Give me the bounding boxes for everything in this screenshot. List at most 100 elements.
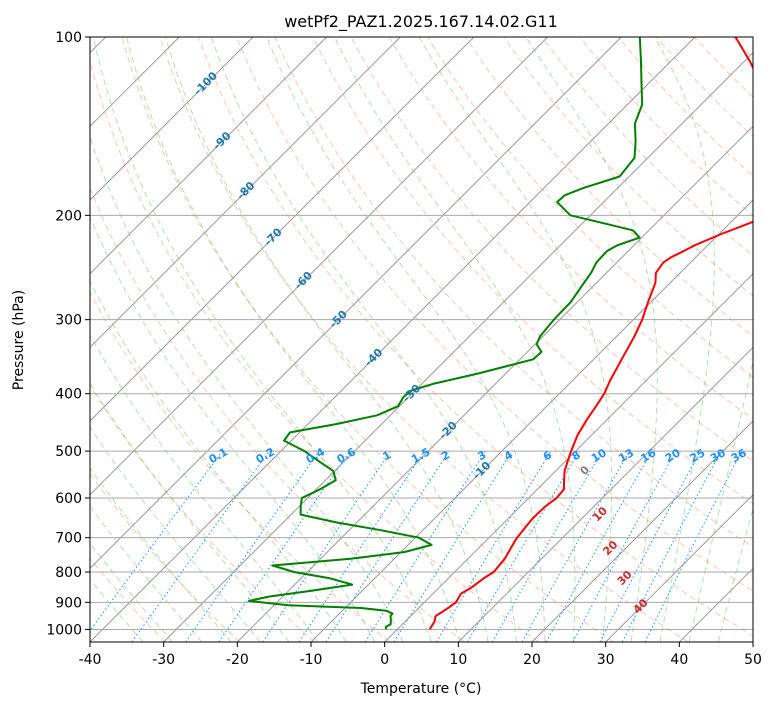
isotherm-line xyxy=(90,37,328,275)
mixing-ratio-label: 0.4 xyxy=(304,445,328,466)
moist-adiabat xyxy=(90,334,319,642)
mixing-ratio-label: 1.5 xyxy=(409,445,432,466)
isobar-grid xyxy=(90,37,753,630)
moist-adiabat xyxy=(717,506,753,642)
dry-adiabat xyxy=(541,37,753,257)
moist-adiabat xyxy=(90,542,173,642)
y-tick-label: 500 xyxy=(55,444,82,460)
mixing-ratio-label: 10 xyxy=(589,446,609,465)
x-tick-label: 30 xyxy=(597,652,615,668)
mixing-ratio-line xyxy=(218,450,351,642)
isotherm-line xyxy=(605,493,753,642)
x-tick-label: -30 xyxy=(152,652,175,668)
mixing-ratio-line xyxy=(298,450,425,642)
chart-title: wetPf2_PAZ1.2025.167.14.02.G11 xyxy=(284,12,558,32)
y-tick-label: 700 xyxy=(55,531,82,547)
dry-adiabat xyxy=(121,37,614,642)
moist-adiabat xyxy=(90,578,144,642)
isotherm-line xyxy=(163,51,753,642)
isotherm-line xyxy=(90,37,549,496)
dry-adiabat xyxy=(236,37,753,592)
isotherm-line xyxy=(752,641,753,642)
mixing-ratio-label: 3 xyxy=(475,448,488,463)
moist-adiabat xyxy=(90,467,232,642)
isotherm-line xyxy=(236,125,753,642)
y-tick-label: 600 xyxy=(55,491,82,507)
x-tick-label: 40 xyxy=(670,652,688,668)
y-axis: 1000 900 800 700 600 500 400 300 200 100 xyxy=(46,30,90,638)
dry-adiabat xyxy=(732,37,753,59)
x-tick-label: -20 xyxy=(226,652,249,668)
moist-adiabat xyxy=(525,37,658,642)
moist-adiabat xyxy=(418,37,613,642)
plot-frame xyxy=(89,36,754,643)
moist-adiabat-label: 0 xyxy=(578,463,593,478)
moist-adiabat xyxy=(210,37,517,642)
mixing-ratio-label: 25 xyxy=(688,446,708,465)
mixing-ratio-label: 6 xyxy=(541,448,554,463)
x-tick-label: 50 xyxy=(744,652,762,668)
y-tick-label: 200 xyxy=(55,208,82,224)
dry-adiabat xyxy=(771,37,775,642)
moist-adiabat xyxy=(90,426,261,642)
dry-adiabat xyxy=(312,37,753,505)
mixing-ratio-label: 16 xyxy=(639,446,659,465)
moist-adiabat xyxy=(688,358,753,642)
isotherm-line xyxy=(457,346,753,642)
mixing-ratio-label: 2 xyxy=(439,448,452,463)
dry-adiabat xyxy=(90,384,316,642)
dry-adiabat xyxy=(90,186,465,642)
dry-adiabat xyxy=(694,37,753,98)
mixing-ratio-label: 0.6 xyxy=(335,445,359,466)
mixing-ratio-line xyxy=(572,450,677,642)
y-tick-label: 1000 xyxy=(46,622,82,638)
mixing-ratio-line xyxy=(185,450,320,642)
y-axis-label: Pressure (hPa) xyxy=(11,290,27,390)
mixing-ratio-label: 4 xyxy=(502,448,515,463)
isotherm-line xyxy=(90,37,401,349)
mixing-ratio-line xyxy=(521,450,630,642)
moist-adiabat xyxy=(92,37,432,642)
background-lines xyxy=(90,37,775,642)
isotherm-line xyxy=(531,420,753,642)
isotherm-label: -90 xyxy=(210,129,233,152)
moist-adiabat xyxy=(164,37,489,642)
x-axis: -40 -30 -20 -10 0 10 20 30 40 50 xyxy=(79,642,762,668)
moist-adiabat xyxy=(126,37,461,642)
dry-adiabat xyxy=(465,37,753,338)
profile-series xyxy=(248,37,753,630)
moist-adiabat-label: 20 xyxy=(600,538,620,558)
isotherm-line xyxy=(678,567,753,642)
mixing-ratio-line xyxy=(325,450,450,642)
isotherm-line xyxy=(384,272,753,642)
isotherm-line xyxy=(90,37,475,422)
isotherm-line xyxy=(90,37,622,570)
y-tick-label: 900 xyxy=(55,595,82,611)
mixing-ratio-line xyxy=(644,450,743,642)
mixing-ratio-line xyxy=(435,450,552,642)
moist-adiabat xyxy=(266,37,546,642)
mixing-ratio-line xyxy=(131,450,270,642)
mixing-ratio-line xyxy=(90,450,223,632)
dry-adiabat xyxy=(350,37,753,462)
dry-adiabat xyxy=(90,59,540,642)
temperature-line xyxy=(428,37,753,630)
mixing-ratio-label: 20 xyxy=(663,446,683,465)
isotherm-line xyxy=(90,37,696,642)
moist-adiabat xyxy=(654,37,715,642)
y-tick-label: 300 xyxy=(55,313,82,329)
y-tick-label: 800 xyxy=(55,565,82,581)
mixing-ratio-line xyxy=(545,450,653,642)
moist-adiabat xyxy=(90,135,404,642)
mixing-ratio-label: 8 xyxy=(570,448,583,463)
dry-adiabat xyxy=(388,37,753,420)
moist-adiabat-label: 30 xyxy=(615,568,635,588)
dry-adiabat xyxy=(503,37,753,297)
moist-adiabat xyxy=(90,215,376,642)
x-axis-label: Temperature (°C) xyxy=(360,681,482,697)
mixing-ratio-label: 0.2 xyxy=(254,445,277,466)
dry-adiabat xyxy=(656,37,753,138)
x-tick-label: 0 xyxy=(380,652,389,668)
y-tick-label: 100 xyxy=(55,30,82,46)
